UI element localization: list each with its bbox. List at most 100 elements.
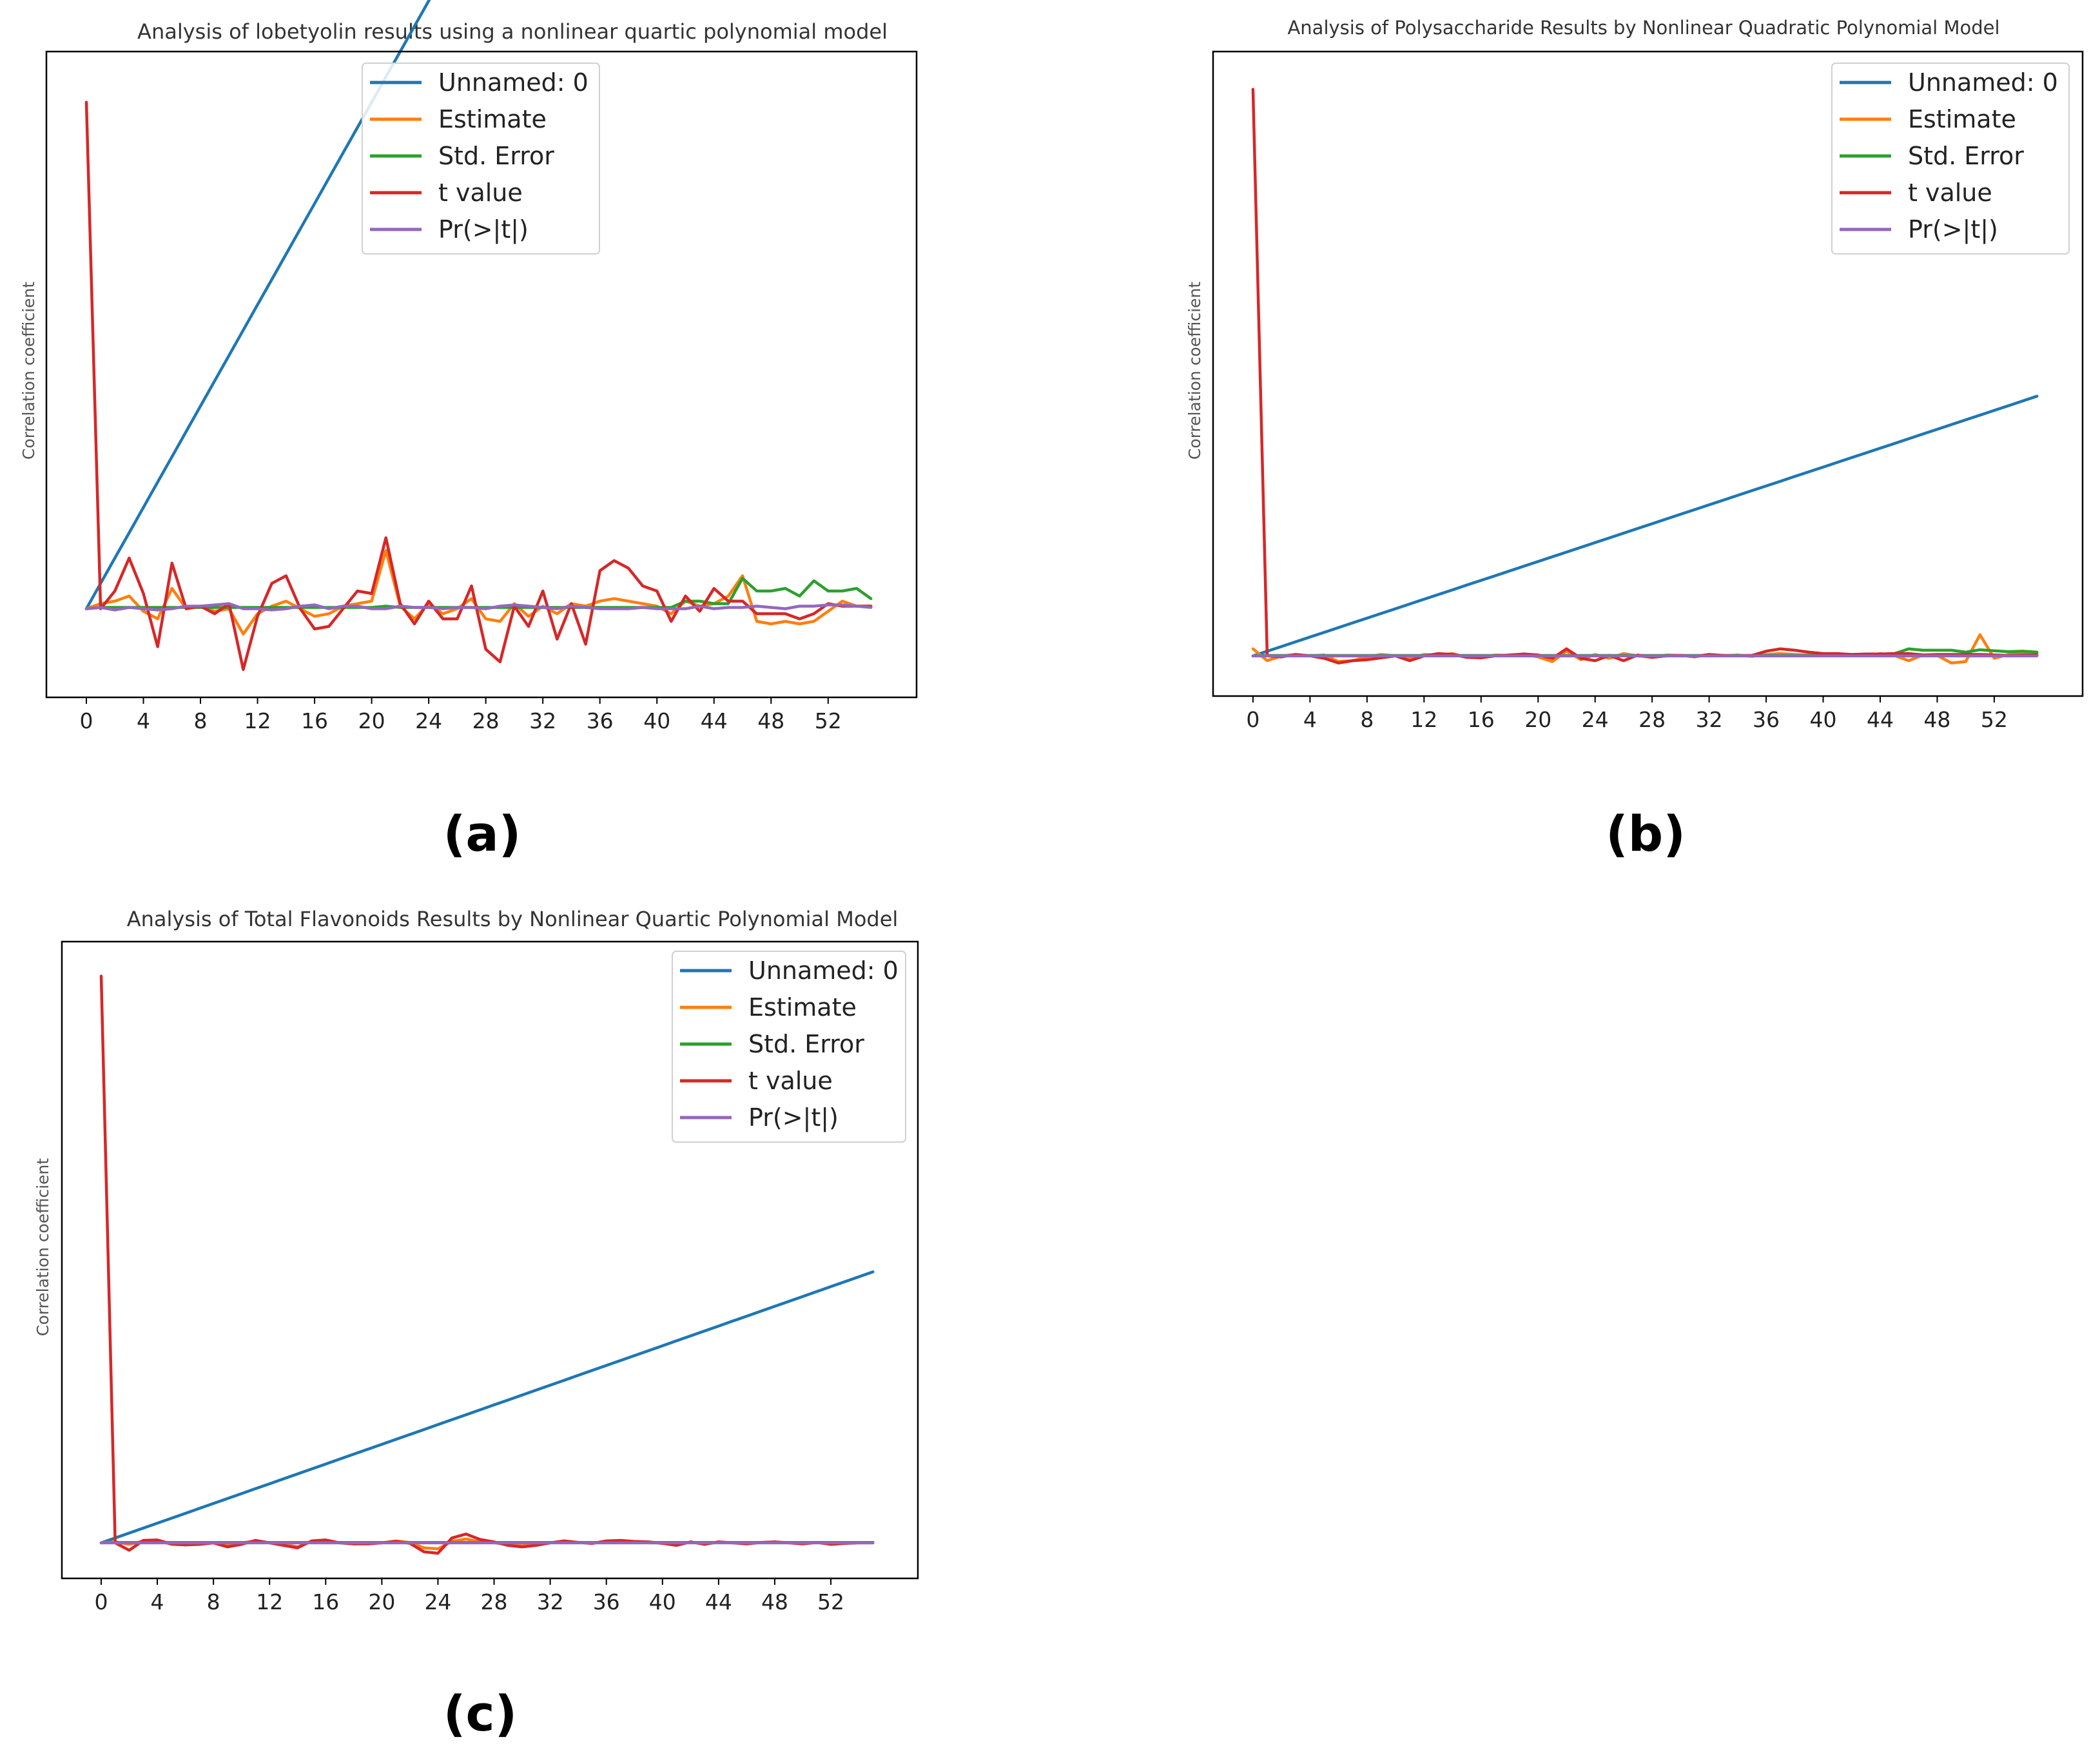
legend-item: Pr(>|t|) (1840, 215, 1998, 244)
x-tick-label: 12 (1410, 707, 1437, 732)
x-tick-label: 0 (94, 1589, 108, 1614)
panel-a: Analysis of lobetyolin results using a n… (19, 0, 918, 862)
x-tick-label: 40 (649, 1589, 676, 1614)
x-tick-label: 48 (1923, 707, 1950, 732)
x-tick-label: 12 (244, 708, 271, 733)
y-axis-label: Correlation coefficient (19, 282, 38, 460)
x-tick-label: 16 (312, 1589, 339, 1614)
series-line-unnamed-0 (84, 0, 431, 610)
x-tick-label: 4 (137, 708, 150, 733)
legend-item: t value (680, 1067, 833, 1095)
x-tick-label: 28 (472, 708, 500, 733)
panel-b: Analysis of Polysaccharide Results by No… (1185, 17, 2084, 862)
x-tick-label: 44 (701, 708, 728, 733)
legend-box (672, 951, 906, 1143)
y-axis-label: Correlation coefficient (34, 1158, 52, 1336)
legend-label: Std. Error (748, 1030, 864, 1058)
series-line-unnamed-0 (99, 1270, 875, 1545)
chart-title: Analysis of lobetyolin results using a n… (137, 19, 888, 44)
legend: Unnamed: 0 Estimate Std. Error t value Pr(>|… (1831, 63, 2070, 255)
x-tick-label: 24 (415, 708, 442, 733)
x-tick-label: 4 (151, 1589, 164, 1614)
legend-item: Std. Error (680, 1030, 864, 1058)
x-tick-label: 8 (194, 708, 208, 733)
x-tick-label: 36 (593, 1589, 620, 1614)
legend-label: Std. Error (1908, 142, 2024, 170)
x-tick-label: 16 (301, 708, 328, 733)
plot-area: 0 4 8 12 16 20 24 28 32 36 40 44 48 52 (1246, 88, 2039, 732)
plot-frame (1212, 50, 2084, 697)
series-line-unnamed-0 (1251, 394, 2039, 657)
legend-label: Estimate (748, 993, 857, 1022)
chart-title: Analysis of Polysaccharide Results by No… (1287, 17, 1999, 39)
x-tick-label: 24 (424, 1589, 451, 1614)
legend-label: Unnamed: 0 (438, 68, 588, 97)
legend-item: Pr(>|t|) (370, 215, 529, 244)
x-tick-label: 40 (1810, 707, 1837, 732)
y-axis-label: Correlation coefficient (1185, 282, 1204, 460)
legend-label: Unnamed: 0 (748, 956, 899, 985)
legend-label: t value (748, 1067, 833, 1095)
x-tick-label: 0 (79, 708, 93, 733)
plot-frame (45, 50, 918, 699)
legend-label: t value (438, 179, 523, 207)
legend-item: Unnamed: 0 (370, 68, 588, 97)
legend-label: Pr(>|t|) (748, 1103, 839, 1132)
x-tick-label: 48 (757, 708, 784, 733)
legend-label: Estimate (438, 105, 547, 133)
x-tick-label: 8 (207, 1589, 220, 1614)
panel-label: (a) (443, 805, 521, 862)
x-tick-label: 12 (256, 1589, 283, 1614)
x-tick-label: 0 (1246, 707, 1259, 732)
x-tick-label: 20 (358, 708, 385, 733)
x-tick-label: 4 (1303, 707, 1317, 732)
legend-item: Pr(>|t|) (680, 1103, 839, 1132)
legend-item: Std. Error (1840, 142, 2024, 170)
legend-label: Pr(>|t|) (438, 215, 529, 244)
plot-area: 0 4 8 12 16 20 24 28 32 36 40 44 48 52 (94, 974, 875, 1614)
x-tick-label: 44 (705, 1589, 732, 1614)
series-line-t-value (84, 101, 873, 672)
x-tick-label: 36 (587, 708, 614, 733)
legend-item: Estimate (680, 993, 857, 1022)
x-tick-label: 44 (1867, 707, 1894, 732)
x-tick-label: 28 (481, 1589, 508, 1614)
x-tick-label: 40 (643, 708, 670, 733)
legend-item: Estimate (1840, 105, 2016, 133)
x-tick-label: 16 (1468, 707, 1495, 732)
series-line-std-error (84, 577, 873, 610)
x-tick-label: 20 (368, 1589, 395, 1614)
x-tick-label: 32 (529, 708, 556, 733)
x-tick-label: 52 (1981, 707, 2008, 732)
panel-label: (c) (443, 1685, 518, 1742)
legend-label: t value (1908, 179, 1992, 207)
x-tick-label: 20 (1524, 707, 1551, 732)
legend-item: Estimate (370, 105, 547, 133)
x-tick-label: 8 (1360, 707, 1374, 732)
legend: Unnamed: 0 Estimate Std. Error t value Pr(>|… (362, 63, 600, 255)
panel-label: (b) (1606, 805, 1686, 862)
legend: Unnamed: 0 Estimate Std. Error t value Pr(>|… (672, 951, 906, 1143)
series-line-pr-t (84, 602, 873, 612)
legend-item: Unnamed: 0 (1840, 68, 2058, 97)
x-tick-label: 52 (817, 1589, 844, 1614)
legend-label: Unnamed: 0 (1908, 68, 2058, 97)
x-tick-label: 52 (815, 708, 842, 733)
legend-item: Std. Error (370, 142, 554, 170)
legend-box (362, 63, 600, 255)
x-tick-label: 24 (1582, 707, 1609, 732)
panel-c: Analysis of Total Flavonoids Results by … (34, 907, 919, 1742)
x-tick-label: 32 (1696, 707, 1723, 732)
x-tick-label: 36 (1753, 707, 1780, 732)
legend-item: Unnamed: 0 (680, 956, 899, 985)
x-tick-label: 28 (1638, 707, 1666, 732)
legend-item: t value (1840, 179, 1992, 207)
legend-box (1831, 63, 2070, 255)
legend-item: t value (370, 179, 523, 207)
chart-title: Analysis of Total Flavonoids Results by … (127, 907, 899, 931)
legend-label: Std. Error (438, 142, 554, 170)
legend-label: Pr(>|t|) (1908, 215, 1998, 244)
legend-label: Estimate (1908, 105, 2016, 133)
plot-area: 0 4 8 12 16 20 24 28 32 36 40 44 48 52 (79, 0, 873, 733)
